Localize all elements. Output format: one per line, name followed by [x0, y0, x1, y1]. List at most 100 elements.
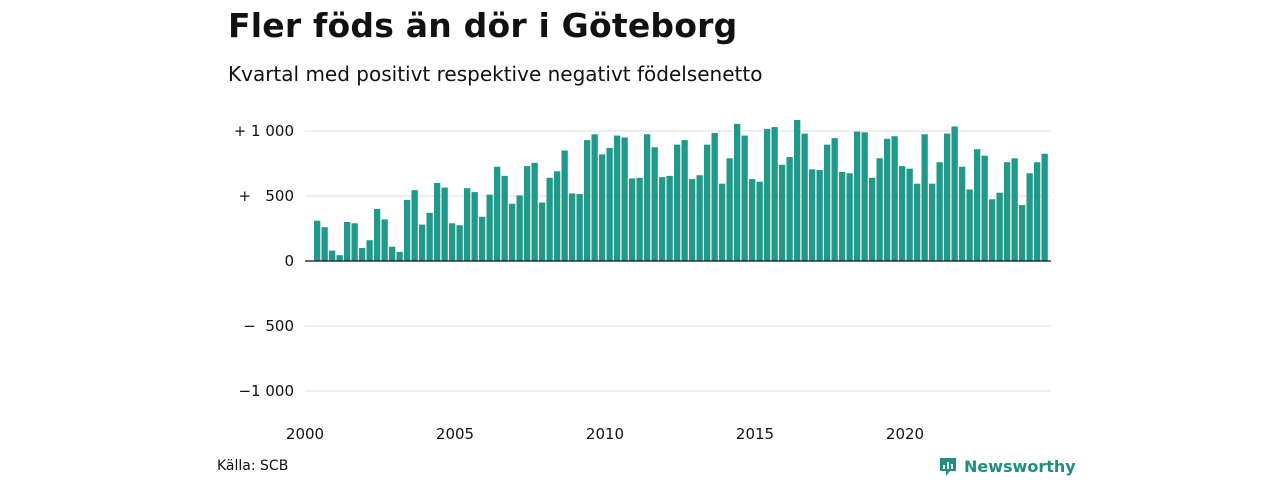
bar — [389, 246, 396, 261]
bar — [344, 222, 351, 261]
chart-title: Fler föds än dör i Göteborg — [228, 6, 738, 45]
bar — [974, 149, 981, 261]
bar — [1011, 158, 1018, 261]
bar — [1034, 162, 1041, 261]
bar — [861, 132, 868, 261]
bar — [404, 199, 411, 261]
bar — [381, 219, 388, 261]
bar — [899, 166, 906, 261]
bar — [906, 168, 913, 261]
bar — [689, 179, 696, 261]
bar — [936, 162, 943, 261]
bar — [764, 129, 771, 261]
bar — [674, 144, 681, 261]
bar — [981, 155, 988, 261]
bar — [726, 158, 733, 261]
bar — [681, 140, 688, 261]
y-axis-ticks: + 1 000 + 500 0 − 500 −1 000 — [234, 122, 294, 400]
bar — [921, 134, 928, 261]
bar — [891, 136, 898, 261]
bar — [351, 223, 358, 261]
y-tick-label: − 500 — [243, 317, 294, 335]
bar — [464, 188, 471, 261]
bar — [336, 255, 343, 261]
bar — [809, 169, 816, 261]
bar — [449, 223, 456, 261]
bar — [539, 202, 546, 261]
source-note: Källa: SCB — [217, 458, 289, 474]
bar — [966, 189, 973, 261]
bar — [599, 154, 606, 261]
bar — [321, 227, 328, 261]
bar — [659, 177, 666, 261]
bar — [794, 119, 801, 261]
bar — [666, 175, 673, 261]
bar — [509, 203, 516, 261]
bar — [441, 187, 448, 261]
bar — [329, 250, 336, 261]
x-tick-label: 2005 — [436, 425, 474, 443]
x-tick-label: 2000 — [286, 425, 324, 443]
bar — [314, 220, 321, 261]
bar — [651, 147, 658, 261]
bar — [1019, 205, 1026, 261]
x-tick-label: 2020 — [886, 425, 924, 443]
bar — [1026, 173, 1033, 261]
bar — [831, 138, 838, 261]
bars — [314, 119, 1048, 261]
bar — [516, 195, 523, 261]
bar — [914, 183, 921, 261]
bar — [711, 132, 718, 261]
bar — [749, 179, 756, 261]
bar — [486, 194, 493, 261]
bar — [411, 190, 418, 261]
bar — [989, 199, 996, 261]
bar — [816, 170, 823, 261]
bar — [494, 166, 501, 261]
bar — [576, 194, 583, 261]
x-tick-label: 2015 — [736, 425, 774, 443]
bar — [501, 175, 508, 261]
bar — [756, 181, 763, 261]
bar — [929, 183, 936, 261]
bar — [869, 177, 876, 261]
bar — [434, 183, 441, 261]
x-axis-ticks: 2000 2005 2010 2015 2020 — [286, 425, 924, 443]
bar — [771, 127, 778, 261]
bar — [719, 183, 726, 261]
bar — [546, 177, 553, 261]
newsworthy-logo-icon — [940, 458, 956, 476]
bar — [554, 171, 561, 261]
bar — [696, 175, 703, 261]
y-tick-label: + 500 — [238, 187, 294, 205]
bar — [629, 178, 636, 261]
bar — [479, 216, 486, 261]
bar — [621, 137, 628, 261]
bar — [846, 173, 853, 261]
brand-name: Newsworthy — [964, 457, 1076, 476]
bar — [854, 131, 861, 261]
bar — [426, 212, 433, 261]
bar — [569, 193, 576, 261]
bar — [396, 251, 403, 261]
y-tick-label: + 1 000 — [234, 122, 294, 140]
y-tick-label: −1 000 — [238, 382, 294, 400]
bar — [944, 133, 951, 261]
bar — [1004, 162, 1011, 261]
bar — [959, 166, 966, 261]
bar — [524, 166, 531, 261]
bar — [584, 140, 591, 261]
bar — [839, 171, 846, 261]
bar — [786, 157, 793, 261]
bar — [734, 123, 741, 261]
bar — [876, 158, 883, 261]
bar — [374, 209, 381, 261]
bar — [366, 240, 373, 261]
bar — [779, 164, 786, 261]
bar — [636, 177, 643, 261]
bar — [741, 135, 748, 261]
bar — [456, 225, 463, 261]
bar — [704, 144, 711, 261]
bar — [884, 138, 891, 261]
brand-logo: Newsworthy — [938, 456, 1076, 477]
